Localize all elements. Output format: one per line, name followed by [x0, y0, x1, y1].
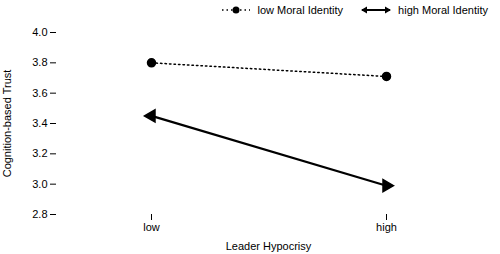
svg-text:3.4: 3.4 — [32, 117, 47, 129]
svg-text:3.0: 3.0 — [32, 178, 47, 190]
svg-text:3.2: 3.2 — [32, 147, 47, 159]
svg-text:2.8: 2.8 — [32, 208, 47, 220]
html-text:low Moral Identity: low Moral Identity — [257, 4, 344, 16]
svg-text:high: high — [376, 221, 397, 233]
svg-text:Cognition-based Trust: Cognition-based Trust — [1, 70, 13, 178]
svg-text:Leader Hypocrisy: Leader Hypocrisy — [226, 240, 312, 252]
svg-text:4.0: 4.0 — [32, 26, 47, 38]
svg-text:low: low — [143, 221, 160, 233]
html-text:high Moral Identity: high Moral Identity — [398, 4, 488, 16]
svg-text:3.6: 3.6 — [32, 87, 47, 99]
svg-text:3.8: 3.8 — [32, 56, 47, 68]
